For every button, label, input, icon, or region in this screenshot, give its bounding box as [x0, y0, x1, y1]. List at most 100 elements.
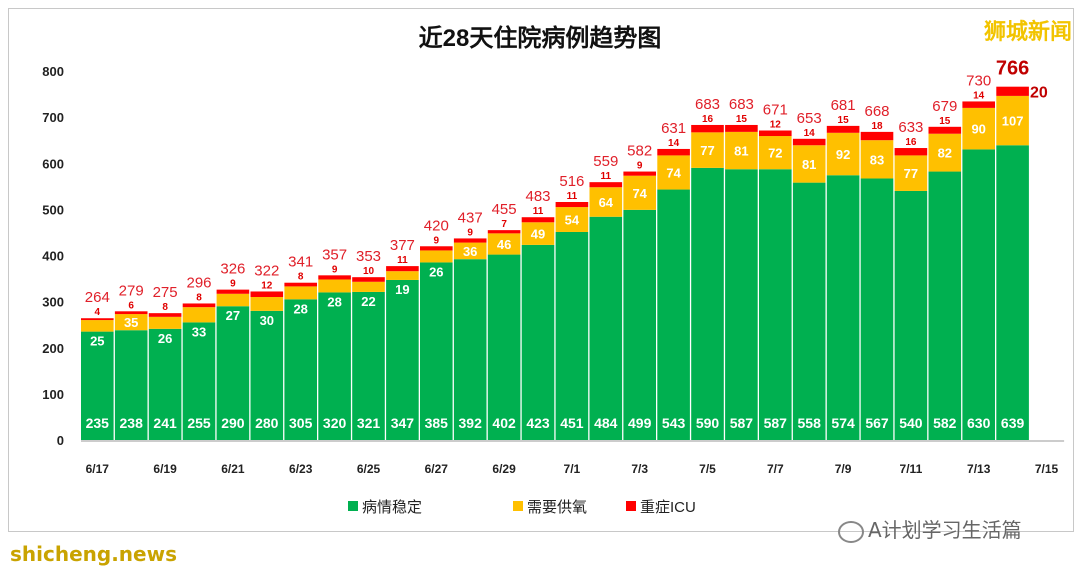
chart-frame: [8, 8, 1074, 532]
data-label: 36: [463, 244, 477, 259]
bar-segment: [759, 130, 792, 137]
bar-segment: [250, 310, 284, 440]
y-tick-label: 100: [42, 387, 64, 402]
data-label: 26: [158, 331, 172, 346]
bar-segment: [725, 169, 758, 440]
bar-segment: [725, 124, 758, 132]
x-tick-label: 7/7: [767, 462, 784, 476]
data-label: 8: [162, 302, 168, 313]
data-label: 90: [971, 122, 985, 137]
wechat-icon: [838, 520, 864, 543]
total-label: 326: [220, 261, 245, 278]
total-label: 455: [492, 201, 517, 218]
data-label: 10: [363, 266, 375, 277]
total-label: 275: [153, 284, 178, 301]
data-label: 15: [736, 114, 748, 125]
total-label: 357: [322, 246, 347, 263]
bar-segment: [555, 201, 589, 208]
bar-segment: [826, 175, 860, 440]
bar-segment: [860, 131, 894, 141]
bar-segment: [996, 95, 1029, 146]
data-label: 235: [86, 415, 110, 431]
data-label: 19: [395, 282, 409, 297]
bar-segment: [894, 155, 928, 191]
data-label: 499: [628, 415, 652, 431]
data-label: 26: [429, 264, 443, 279]
total-label: 668: [864, 103, 889, 120]
data-label: 72: [768, 146, 782, 161]
bar-segment: [623, 209, 656, 440]
legend-label: 重症ICU: [640, 499, 696, 516]
total-label: 420: [424, 217, 449, 234]
bar-segment: [182, 303, 216, 308]
total-label: 377: [390, 237, 415, 254]
bar-segment: [691, 132, 724, 168]
bar-segment: [250, 291, 284, 298]
x-tick-label: 7/1: [564, 462, 581, 476]
data-label: 74: [632, 186, 647, 201]
data-label: 14: [804, 128, 816, 139]
watermark-bottom-left: shicheng.news: [10, 542, 177, 566]
bar-segment: [182, 307, 216, 323]
bar-segment: [826, 125, 860, 133]
bar-segment: [81, 331, 114, 440]
bar-segment: [691, 124, 724, 133]
bar-segment: [589, 187, 623, 217]
bar-segment: [860, 178, 894, 440]
y-tick-label: 400: [42, 249, 64, 264]
bar-segment: [148, 328, 182, 440]
data-label: 590: [696, 415, 720, 431]
y-tick-label: 600: [42, 156, 64, 171]
bar-segment: [996, 145, 1029, 441]
x-tick-label: 6/27: [425, 462, 449, 476]
bar-segment: [114, 314, 148, 331]
total-label: 683: [729, 96, 754, 113]
data-label: 392: [459, 415, 483, 431]
bar-segment: [928, 133, 962, 172]
total-label: 559: [593, 153, 618, 170]
data-label: 558: [798, 415, 822, 431]
bar-segment: [284, 299, 317, 440]
bar-segment: [420, 250, 453, 263]
data-label: 83: [870, 152, 884, 167]
bar-segment: [386, 271, 419, 280]
total-label: 353: [356, 248, 381, 265]
bar-segment: [860, 140, 894, 179]
data-label: 18: [871, 121, 883, 132]
data-label: 639: [1001, 415, 1025, 431]
x-tick-label: 7/11: [900, 462, 923, 476]
data-label: 15: [838, 115, 850, 126]
data-label: 64: [599, 195, 614, 210]
bar-segment: [962, 101, 995, 108]
x-tick-label: 6/25: [357, 462, 381, 476]
data-label: 9: [230, 279, 236, 290]
data-label: 630: [967, 415, 991, 431]
data-label: 46: [497, 237, 511, 252]
y-tick-label: 500: [42, 202, 64, 217]
bar-segment: [962, 149, 995, 440]
bar-segment: [725, 131, 758, 170]
legend-swatch: [348, 501, 358, 511]
bar-segment: [216, 306, 250, 440]
data-label: 74: [666, 165, 681, 180]
x-tick-label: 6/23: [289, 462, 313, 476]
chart-title: 近28天住院病例趋势图: [419, 24, 662, 52]
total-label: 341: [288, 254, 313, 271]
data-label: 305: [289, 415, 313, 431]
data-label: 574: [831, 415, 855, 431]
y-tick-label: 700: [42, 110, 64, 125]
data-label: 241: [153, 415, 177, 431]
bar-segment: [792, 145, 826, 183]
total-label: 679: [932, 98, 957, 115]
data-label: 238: [120, 415, 144, 431]
x-tick-label: 7/15: [1035, 462, 1059, 476]
bar-segment: [453, 259, 487, 440]
wechat-account-name: A计划学习生活篇: [868, 518, 1022, 542]
bar-segment: [691, 167, 724, 441]
data-label: 587: [764, 415, 788, 431]
data-label: 28: [293, 301, 307, 316]
data-label: 255: [187, 415, 211, 431]
y-tick-label: 300: [42, 295, 64, 310]
total-label: 264: [85, 289, 110, 306]
bar-segment: [759, 136, 792, 170]
